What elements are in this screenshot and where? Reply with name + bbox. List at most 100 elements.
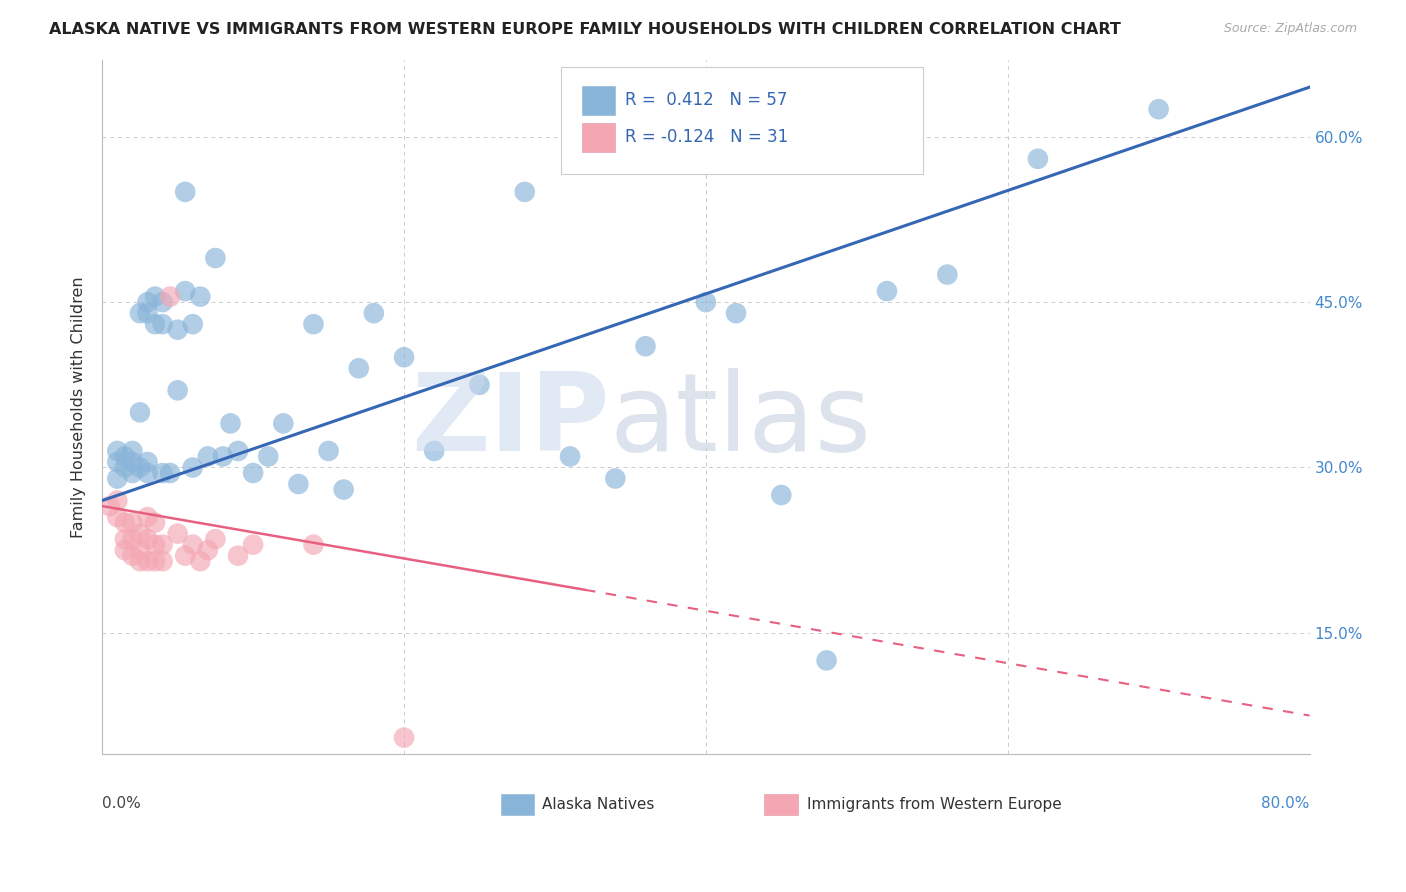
Point <box>114 516 136 530</box>
Point <box>136 466 159 480</box>
Point <box>242 538 264 552</box>
Point <box>876 284 898 298</box>
Point <box>513 185 536 199</box>
Point <box>121 455 143 469</box>
Text: R = -0.124   N = 31: R = -0.124 N = 31 <box>626 128 789 145</box>
Point <box>143 538 166 552</box>
Point <box>159 290 181 304</box>
Point <box>332 483 354 497</box>
Point <box>152 554 174 568</box>
Point <box>105 455 128 469</box>
Point <box>136 510 159 524</box>
Point <box>815 653 838 667</box>
Point <box>242 466 264 480</box>
Point <box>1147 102 1170 116</box>
Point <box>271 417 294 431</box>
Text: R =  0.412   N = 57: R = 0.412 N = 57 <box>626 91 787 109</box>
FancyBboxPatch shape <box>582 123 616 152</box>
Point <box>174 549 197 563</box>
Point <box>114 543 136 558</box>
Point <box>98 499 121 513</box>
Point <box>363 306 385 320</box>
Point <box>174 185 197 199</box>
Point <box>136 532 159 546</box>
Text: atlas: atlas <box>609 368 872 474</box>
Point <box>121 466 143 480</box>
Point <box>105 471 128 485</box>
Point <box>105 493 128 508</box>
Point <box>725 306 748 320</box>
Point <box>770 488 793 502</box>
Point <box>143 317 166 331</box>
Point <box>287 477 309 491</box>
Point <box>136 554 159 568</box>
Point <box>166 384 188 398</box>
Point <box>152 538 174 552</box>
Point <box>204 251 226 265</box>
Point <box>392 731 415 745</box>
Text: Immigrants from Western Europe: Immigrants from Western Europe <box>807 797 1062 812</box>
Point <box>129 526 152 541</box>
Point <box>129 554 152 568</box>
Point <box>204 532 226 546</box>
Point <box>136 455 159 469</box>
Point <box>181 460 204 475</box>
Point <box>143 516 166 530</box>
Point <box>936 268 959 282</box>
Text: Source: ZipAtlas.com: Source: ZipAtlas.com <box>1223 22 1357 36</box>
Point <box>347 361 370 376</box>
Point <box>181 317 204 331</box>
Point <box>129 543 152 558</box>
Point <box>114 450 136 464</box>
Point <box>1026 152 1049 166</box>
Point <box>129 306 152 320</box>
Point <box>302 317 325 331</box>
Point <box>159 466 181 480</box>
Text: ZIP: ZIP <box>411 368 609 474</box>
Point <box>197 543 219 558</box>
Point <box>181 538 204 552</box>
Point <box>188 554 211 568</box>
Point <box>152 295 174 310</box>
Y-axis label: Family Households with Children: Family Households with Children <box>72 276 86 538</box>
Text: Alaska Natives: Alaska Natives <box>541 797 654 812</box>
FancyBboxPatch shape <box>582 86 616 115</box>
Point <box>121 516 143 530</box>
Point <box>318 444 340 458</box>
FancyBboxPatch shape <box>763 795 797 815</box>
Point <box>226 444 249 458</box>
Point <box>121 532 143 546</box>
Text: ALASKA NATIVE VS IMMIGRANTS FROM WESTERN EUROPE FAMILY HOUSEHOLDS WITH CHILDREN : ALASKA NATIVE VS IMMIGRANTS FROM WESTERN… <box>49 22 1121 37</box>
FancyBboxPatch shape <box>501 795 534 815</box>
Point <box>605 471 627 485</box>
Point <box>558 450 581 464</box>
Point <box>129 460 152 475</box>
Text: 0.0%: 0.0% <box>103 796 141 811</box>
Point <box>166 526 188 541</box>
Point <box>114 532 136 546</box>
Point <box>105 444 128 458</box>
Point <box>197 450 219 464</box>
Point <box>105 510 128 524</box>
Point <box>257 450 280 464</box>
Point <box>634 339 657 353</box>
Point <box>212 450 235 464</box>
Point <box>188 290 211 304</box>
Point <box>302 538 325 552</box>
Point <box>121 549 143 563</box>
Text: 80.0%: 80.0% <box>1261 796 1309 811</box>
Point <box>695 295 717 310</box>
Point <box>114 460 136 475</box>
Point <box>129 405 152 419</box>
FancyBboxPatch shape <box>561 67 924 174</box>
Point <box>392 351 415 365</box>
Point <box>468 377 491 392</box>
Point <box>152 317 174 331</box>
Point <box>143 290 166 304</box>
Point <box>166 323 188 337</box>
Point <box>219 417 242 431</box>
Point <box>136 306 159 320</box>
Point <box>152 466 174 480</box>
Point <box>174 284 197 298</box>
Point <box>226 549 249 563</box>
